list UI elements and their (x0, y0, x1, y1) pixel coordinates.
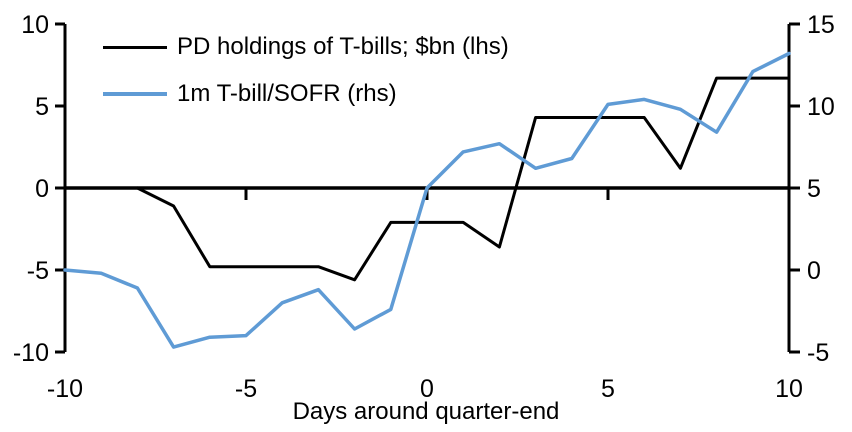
x-axis-title: Days around quarter-end (292, 398, 560, 425)
legend-label-tbill-sofr: 1m T-bill/SOFR (rhs) (177, 80, 397, 107)
series-line-1 (63, 51, 791, 349)
legend-item-tbill-sofr: 1m T-bill/SOFR (rhs) (103, 80, 509, 108)
series-layer (63, 51, 791, 349)
x-axis-tick-label: 10 (775, 375, 803, 403)
legend: PD holdings of T-bills; $bn (lhs) 1m T-b… (103, 33, 509, 108)
x-axis-tick-label: -10 (47, 375, 83, 403)
x-axis-tick-label: 5 (601, 375, 615, 403)
right-axis-tick-label: 0 (807, 257, 821, 285)
legend-label-pd-holdings: PD holdings of T-bills; $bn (lhs) (177, 33, 509, 60)
right-axis-tick-label: 5 (807, 175, 821, 203)
left-axis-tick-label: -5 (27, 257, 49, 285)
right-axis-tick-label: 10 (807, 93, 835, 121)
left-axis-tick-label: 10 (21, 11, 49, 39)
legend-item-pd-holdings: PD holdings of T-bills; $bn (lhs) (103, 33, 509, 61)
legend-swatch-black-line (103, 45, 167, 49)
x-axis-tick-label: 0 (420, 375, 434, 403)
legend-swatch-blue-line (103, 92, 167, 96)
series-line-0 (135, 76, 791, 282)
right-axis-tick-label: -5 (807, 339, 829, 367)
left-axis-tick-label: 5 (35, 93, 49, 121)
left-axis-tick-label: -10 (13, 339, 49, 367)
axes-layer: 10 5 0 -5 -10 15 10 5 0 -5 -10 -5 0 5 10 (13, 11, 835, 403)
x-axis-tick-label: -5 (235, 375, 257, 403)
right-axis-tick-label: 15 (807, 11, 835, 39)
left-axis-tick-label: 0 (35, 175, 49, 203)
